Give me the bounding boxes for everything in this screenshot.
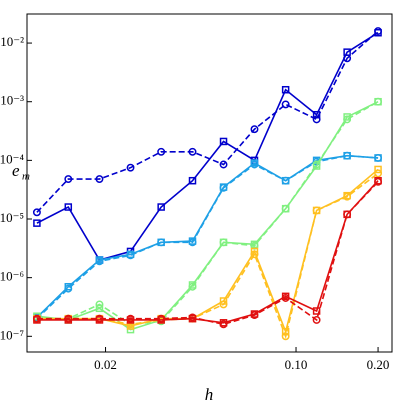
circle-marker (219, 300, 228, 309)
circle-marker (374, 169, 383, 178)
square-marker (157, 203, 165, 211)
circle-marker (250, 125, 259, 134)
circle-marker (95, 300, 104, 309)
circle-marker (157, 147, 166, 156)
series-line (36, 30, 379, 213)
series-line (36, 181, 379, 326)
circle-marker (95, 257, 104, 266)
circle-marker (95, 175, 104, 184)
circle-marker (64, 175, 73, 184)
square-marker (188, 176, 197, 185)
circle-marker (312, 206, 321, 215)
circle-marker (343, 151, 352, 160)
circle-marker (374, 153, 383, 162)
circle-marker (219, 238, 228, 247)
circle-marker (374, 27, 383, 36)
circle-marker (250, 311, 259, 320)
circle-marker (374, 177, 383, 186)
circle-marker (281, 176, 290, 185)
square-marker (64, 203, 73, 211)
circle-marker (188, 313, 197, 322)
square-marker (33, 219, 41, 227)
circle-marker (64, 284, 73, 293)
series-line (36, 180, 379, 324)
circle-marker (32, 208, 41, 217)
x-tick-label: 0.02 (94, 357, 117, 372)
circle-marker (281, 100, 290, 109)
circle-marker (343, 115, 352, 124)
y-axis-label-subscript: m (22, 171, 30, 183)
circle-marker (281, 204, 290, 213)
circle-marker (343, 54, 352, 63)
circle-marker (32, 314, 41, 323)
y-tick-label: 10⁻⁷ (0, 327, 24, 342)
circle-marker (219, 320, 228, 329)
y-tick-label: 10⁻² (0, 34, 24, 49)
circle-marker (126, 163, 135, 172)
circle-marker (281, 294, 290, 302)
circle-marker (219, 160, 228, 169)
circle-marker (343, 210, 352, 219)
series-line (36, 101, 379, 326)
square-marker (281, 85, 290, 94)
circle-marker (157, 238, 166, 247)
series-line (36, 154, 379, 318)
circle-marker (188, 147, 197, 156)
square-marker (374, 165, 382, 174)
circle-marker (157, 314, 166, 323)
circle-marker (126, 251, 135, 260)
circle-marker (312, 316, 321, 324)
circle-marker (343, 192, 352, 201)
square-marker (219, 137, 228, 146)
y-axis-label: e (12, 161, 20, 180)
circle-marker (64, 314, 73, 323)
plot-frame (26, 13, 393, 353)
circle-marker (250, 160, 259, 169)
y-tick-label: 10⁻⁶ (0, 269, 24, 284)
series-line (36, 32, 379, 261)
y-tick-label: 10⁻⁴ (0, 151, 24, 166)
series-line (36, 168, 379, 335)
y-tick-label: 10⁻³ (0, 93, 24, 108)
circle-marker (250, 250, 259, 259)
x-tick-label: 0.10 (285, 357, 308, 372)
circle-marker (188, 282, 197, 291)
circle-marker (281, 332, 290, 341)
circle-marker (126, 314, 135, 323)
y-tick-label: 10⁻⁵ (0, 210, 24, 225)
circle-marker (95, 314, 104, 323)
circle-marker (374, 97, 383, 106)
circle-marker (188, 238, 197, 247)
square-marker (250, 247, 259, 256)
circle-marker (219, 183, 228, 192)
x-axis-label: h (205, 385, 214, 404)
series-line (36, 154, 379, 320)
x-tick-label: 0.20 (367, 357, 390, 372)
circle-marker (312, 115, 321, 124)
circle-marker (312, 160, 321, 169)
